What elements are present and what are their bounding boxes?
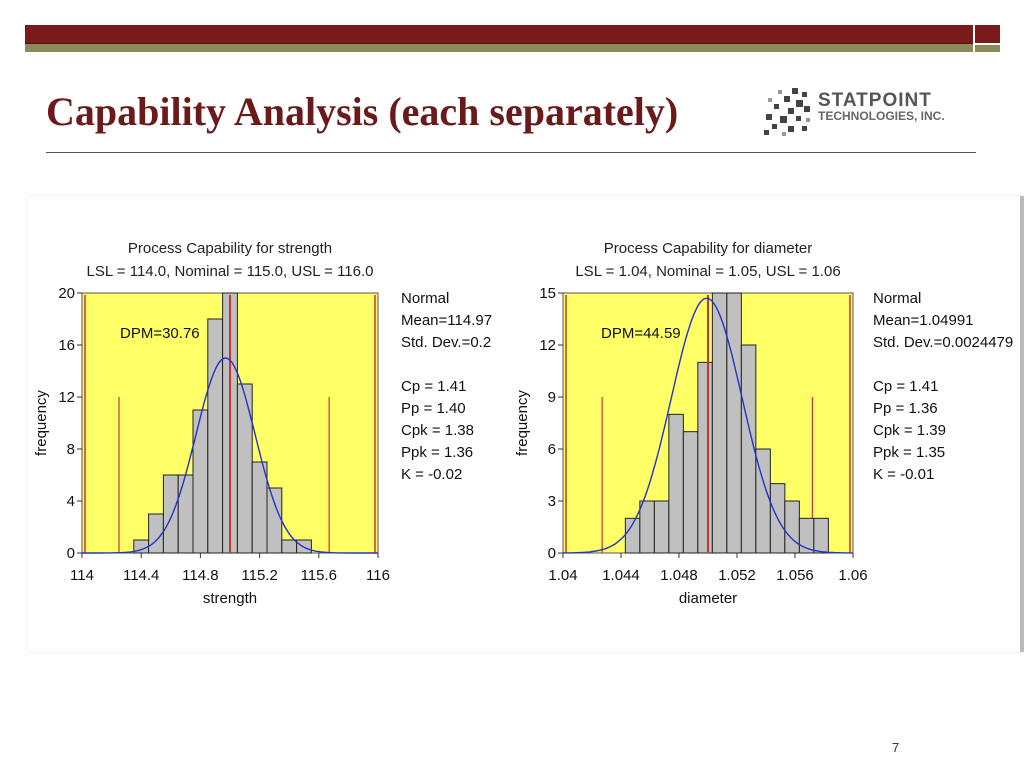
stats-line: Cpk = 1.39 [873,422,946,439]
histogram-bar [682,431,699,554]
x-axis-label: diameter [679,590,737,607]
histogram-bar [668,413,684,554]
dpm-annotation: DPM=44.59 [601,325,681,342]
y-tick-label: 4 [67,493,75,510]
histogram-bar [177,474,194,554]
stats-line: Pp = 1.40 [401,400,466,417]
stats-line: Cpk = 1.38 [401,422,474,439]
x-tick-label: 114 [70,567,94,584]
x-tick-label: 1.04 [548,567,577,584]
y-tick-label: 15 [539,285,556,302]
chart-title: Process Capability for diameter [604,240,812,257]
panel-right-edge [1020,196,1024,652]
top-decorative-bar [25,25,1000,52]
capability-charts-svg: Process Capability for strength LSL = 114… [33,240,1013,607]
histogram-bar [639,500,655,554]
stats-line: Normal [401,290,449,307]
x-tick-label: 116 [366,567,390,584]
y-tick-label: 9 [548,389,556,406]
histogram-bar [281,539,298,554]
page-number: 7 [892,740,900,755]
histogram-bar [726,292,742,554]
y-tick-label: 20 [58,285,75,302]
x-axis-label: strength [203,590,257,607]
x-tick-label: 114.4 [123,567,159,584]
top-bar-olive-square [975,45,1000,52]
histogram-bar [192,409,209,554]
title-divider [46,152,976,153]
y-axis-label: frequency [514,390,531,456]
x-tick-label: 114.8 [182,567,218,584]
stats-line: Ppk = 1.35 [873,444,945,461]
x-tick-label: 1.044 [602,567,640,584]
slide-title: Capability Analysis (each separately) [46,89,679,134]
histogram-bar [653,500,670,554]
histogram-bar [711,292,728,554]
stats-line: Std. Dev.=0.2 [401,334,491,351]
chart-subtitle: LSL = 114.0, Nominal = 115.0, USL = 116.… [87,263,374,280]
y-tick-label: 3 [548,493,556,510]
y-axis-label: frequency [33,390,50,456]
x-tick-label: 1.048 [660,567,698,584]
stats-line: Mean=1.04991 [873,312,974,329]
chart-subtitle: LSL = 1.04, Nominal = 1.05, USL = 1.06 [575,263,840,280]
histogram-bar [266,487,283,554]
stats-line: Normal [873,290,921,307]
x-tick-label: 1.052 [718,567,756,584]
x-tick-label: 1.06 [838,567,867,584]
stats-line: K = -0.01 [873,466,934,483]
y-tick-label: 12 [58,389,75,406]
logo-company-subtitle: TECHNOLOGIES, INC. [818,109,945,123]
stats-line: Pp = 1.36 [873,400,938,417]
histogram-bar [697,361,713,554]
logo-company-name: STATPOINT [818,90,932,111]
y-tick-label: 6 [548,441,556,458]
normal-curve [82,357,378,554]
statpoint-logo-icon [762,86,814,138]
histogram-bar [236,383,253,554]
stats-line: Std. Dev.=0.0024479 [873,334,1013,351]
x-tick-label: 1.056 [776,567,814,584]
charts-panel: Process Capability for strength LSL = 114… [27,196,1024,652]
company-logo: STATPOINT TECHNOLOGIES, INC. [762,86,1002,138]
chart-1: Process Capability for strength LSL = 114… [33,240,492,607]
chart-2: Process Capability for diameter LSL = 1.0… [514,240,1013,607]
y-tick-label: 0 [67,545,75,562]
histogram-bar [813,517,829,554]
stats-line: Cp = 1.41 [873,378,938,395]
top-bar-red-square [975,25,1000,43]
stats-line: K = -0.02 [401,466,462,483]
chart-title: Process Capability for strength [128,240,332,257]
stats-line: Ppk = 1.36 [401,444,473,461]
histogram-bar [207,318,224,554]
normal-curve [563,297,853,554]
y-tick-label: 16 [58,337,75,354]
x-tick-label: 115.6 [301,567,337,584]
x-tick-label: 115.2 [241,567,277,584]
histogram-bar [162,474,179,554]
histogram-bar [784,500,800,554]
dpm-annotation: DPM=30.76 [120,325,200,342]
stats-line: Cp = 1.41 [401,378,466,395]
y-tick-label: 0 [548,545,556,562]
histogram-bar [251,461,268,554]
y-tick-label: 8 [67,441,75,458]
y-tick-label: 12 [539,337,556,354]
top-bar-red-stripe [25,25,973,44]
stats-line: Mean=114.97 [401,312,492,329]
